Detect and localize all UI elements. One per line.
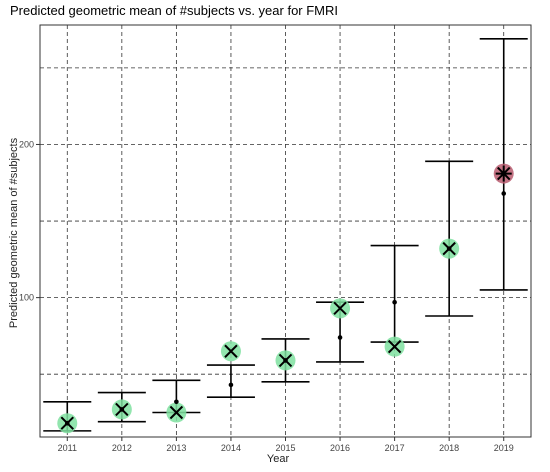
predicted-marker [60, 416, 74, 430]
observed-point [501, 191, 507, 196]
data-marks [43, 37, 528, 434]
predicted-marker [115, 402, 129, 417]
x-tick-label: 2015 [275, 443, 295, 453]
x-tick-label: 2017 [385, 443, 405, 453]
chart-title: Predicted geometric mean of #subjects vs… [10, 3, 338, 18]
predicted-marker [278, 353, 293, 368]
predicted-marker [442, 241, 456, 256]
predicted-marker [333, 301, 347, 316]
x-tick-label: 2016 [330, 443, 350, 453]
x-tick-label: 2011 [58, 443, 77, 453]
x-tick-label: 2018 [439, 443, 459, 453]
predicted-marker [387, 339, 402, 354]
x-tick-label: 2014 [221, 443, 241, 453]
x-axis-title: Year [267, 453, 290, 465]
x-tick-label: 2019 [494, 443, 514, 453]
predicted-marker [169, 405, 184, 420]
y-axis-title: Predicted geometric mean of #subjects [8, 137, 20, 328]
axes: 100 200 2011 2012 2013 2014 2015 2016 2017 2018 20… [19, 139, 514, 453]
x-tick-label: 2012 [112, 443, 132, 453]
y-tick-label: 200 [19, 139, 34, 149]
observed-point [228, 382, 234, 388]
observed-point [174, 399, 179, 405]
predicted-marker [224, 344, 238, 358]
observed-point [337, 335, 343, 340]
y-tick-label: 100 [19, 293, 34, 303]
observed-point [392, 299, 397, 305]
x-tick-label: 2013 [166, 443, 186, 453]
